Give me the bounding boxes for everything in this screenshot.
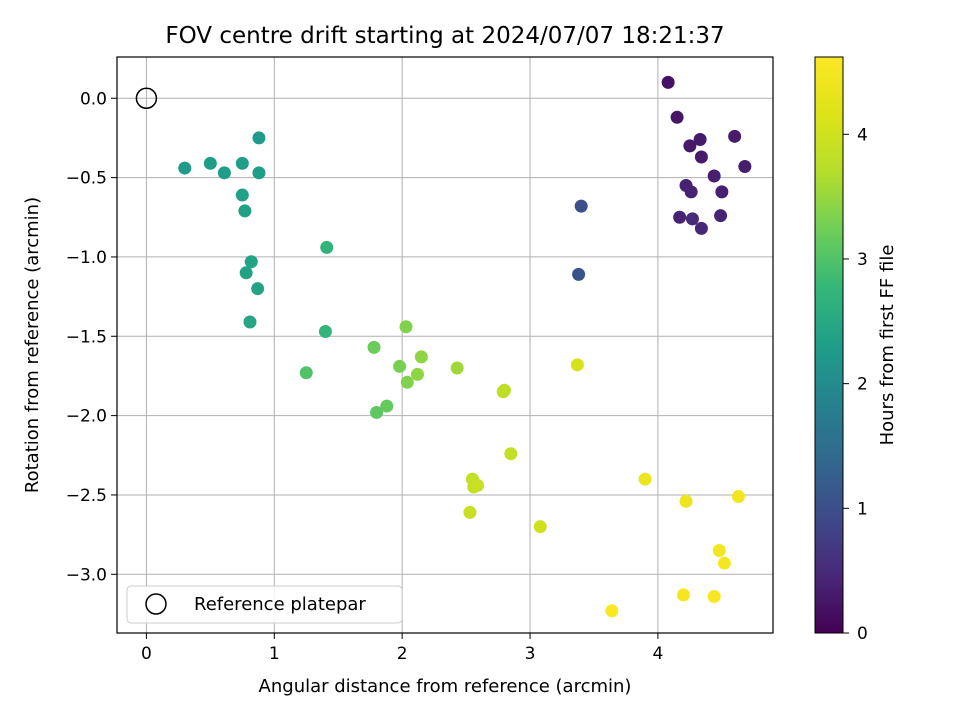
scatter-point (717, 556, 731, 570)
scatter-point (605, 604, 619, 618)
colorbar-tick-label: 2 (857, 375, 868, 395)
plot-frame (116, 56, 774, 634)
scatter-point (411, 367, 425, 381)
y-axis-ticks: 0.0 −0.5 −1.0 −1.5 −2.0 −2.5 −3.0 (66, 89, 117, 585)
x-axis-ticks: 0 1 2 3 4 (141, 633, 663, 664)
scatter-point (217, 166, 231, 180)
scatter-point (239, 266, 253, 280)
scatter-point (463, 505, 477, 519)
scatter-point (707, 169, 721, 183)
y-tick-label: −1.0 (66, 248, 107, 268)
scatter-point (471, 478, 485, 492)
scatter-point (738, 159, 752, 173)
colorbar (815, 57, 843, 633)
scatter-point (380, 399, 394, 413)
scatter-point (715, 185, 729, 199)
scatter-point (572, 267, 586, 281)
y-tick-label: −0.5 (66, 169, 107, 189)
colorbar-tick-label: 1 (857, 499, 868, 519)
scatter-point (574, 199, 588, 213)
x-tick-label: 2 (397, 644, 408, 664)
colorbar-frame (814, 56, 844, 634)
x-tick-label: 0 (141, 644, 152, 664)
scatter-point (244, 255, 258, 269)
x-tick-label: 4 (652, 644, 663, 664)
y-axis-label: Rotation from reference (arcmin) (22, 197, 43, 493)
scatter-point (570, 358, 584, 372)
scatter-point (367, 340, 381, 354)
colorbar-ticks: 0 1 2 3 4 (843, 125, 868, 644)
legend: Reference platepar (126, 585, 403, 624)
scatter-point (203, 156, 217, 170)
scatter-point (252, 131, 266, 145)
scatter-point (243, 315, 257, 329)
scatter-point (638, 472, 652, 486)
scatter-point (238, 204, 252, 218)
scatter-point (399, 320, 413, 334)
scatter-point (235, 188, 249, 202)
scatter-point (694, 150, 708, 164)
y-tick-label: −2.0 (66, 407, 107, 427)
scatter-point (673, 210, 687, 224)
legend-box (126, 585, 403, 624)
legend-marker (145, 593, 167, 615)
y-tick-label: 0.0 (80, 89, 107, 109)
x-tick-label: 3 (525, 644, 536, 664)
scatter-point (707, 590, 721, 604)
scatter-point (504, 447, 518, 461)
chart-title: FOV centre drift starting at 2024/07/07 … (165, 23, 724, 49)
colorbar-label: Hours from first FF file (877, 245, 898, 446)
reference-platepar-marker (135, 87, 158, 110)
scatter-point (685, 212, 699, 226)
scatter-point (728, 129, 742, 143)
y-tick-label: −3.0 (66, 565, 107, 585)
scatter-point (533, 520, 547, 534)
scatter-point (683, 139, 697, 153)
scatter-point (694, 221, 708, 235)
scatter-point (450, 361, 464, 375)
scatter-point (693, 133, 707, 147)
scatter-point (235, 156, 249, 170)
scatter-point (731, 490, 745, 504)
scatter-point (670, 110, 684, 124)
scatter-point (712, 543, 726, 557)
x-axis-label: Angular distance from reference (arcmin) (259, 676, 632, 697)
scatter-point (714, 209, 728, 223)
scatter-point (178, 161, 192, 175)
data-points (135, 75, 752, 618)
scatter-point (661, 75, 675, 89)
scatter-point (251, 282, 265, 296)
x-tick-label: 1 (269, 644, 280, 664)
scatter-point (320, 240, 334, 254)
scatter-point (299, 366, 313, 380)
grid-lines (117, 57, 773, 633)
scatter-point (414, 350, 428, 364)
scatter-point (676, 588, 690, 602)
scatter-point (684, 185, 698, 199)
colorbar-tick-label: 0 (857, 624, 868, 644)
scatter-point (318, 325, 332, 339)
scatter-point (393, 359, 407, 373)
scatter-point (370, 405, 384, 419)
colorbar-tick-label: 4 (857, 125, 868, 145)
scatter-point (252, 166, 266, 180)
scatter-point (400, 375, 414, 389)
y-tick-label: −1.5 (66, 327, 107, 347)
colorbar-tick-label: 3 (857, 250, 868, 270)
scatter-point (497, 383, 511, 397)
y-tick-label: −2.5 (66, 486, 107, 506)
scatter-point (679, 494, 693, 508)
legend-label: Reference platepar (194, 594, 366, 615)
